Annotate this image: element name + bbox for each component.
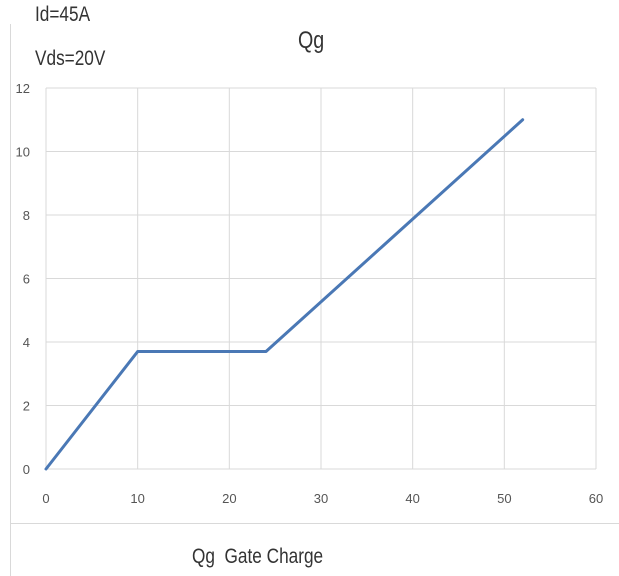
x-tick-label: 20 (222, 491, 236, 506)
annotation-id: Id=45A (35, 3, 91, 26)
x-tick-label: 60 (589, 491, 603, 506)
chart-title: Qg (298, 27, 325, 54)
axis-title-separator (10, 523, 619, 524)
x-tick-label: 50 (497, 491, 511, 506)
y-tick-label: 12 (16, 81, 30, 96)
frame-left-border (10, 24, 11, 576)
y-tick-label: 0 (23, 462, 30, 477)
x-tick-label: 30 (314, 491, 328, 506)
y-tick-label: 8 (23, 208, 30, 223)
y-tick-label: 2 (23, 399, 30, 414)
y-tick-label: 10 (16, 145, 30, 160)
series-line (44, 118, 525, 471)
x-axis-title: Qg Gate Charge (192, 545, 324, 568)
x-tick-label: 40 (405, 491, 419, 506)
x-tick-label: 10 (130, 491, 144, 506)
annotation-vds: Vds=20V (35, 47, 106, 70)
x-tick-label: 0 (42, 491, 49, 506)
y-tick-label: 4 (23, 335, 30, 350)
y-tick-label: 6 (23, 272, 30, 287)
